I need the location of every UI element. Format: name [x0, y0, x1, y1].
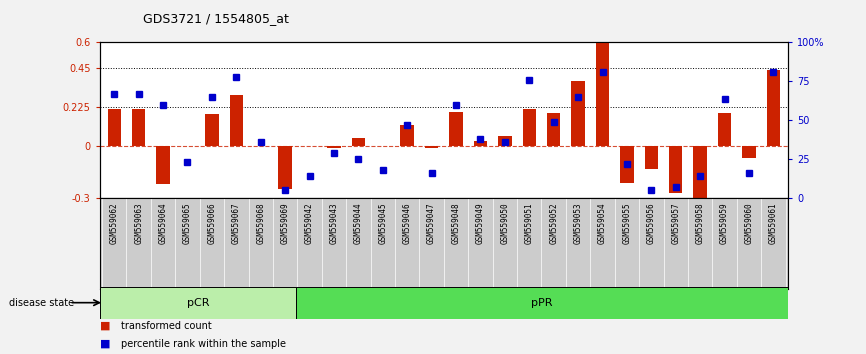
Bar [596, 42, 609, 146]
Text: GSM559054: GSM559054 [598, 203, 607, 244]
Bar [107, 109, 121, 146]
Text: GSM559069: GSM559069 [281, 203, 289, 244]
Bar [669, 146, 682, 193]
Bar [352, 138, 365, 146]
Text: GSM559059: GSM559059 [721, 203, 729, 244]
Text: GSM559057: GSM559057 [671, 203, 681, 244]
Text: GSM559046: GSM559046 [403, 203, 411, 244]
Bar [742, 146, 756, 159]
Text: percentile rank within the sample: percentile rank within the sample [121, 339, 287, 349]
Text: GSM559066: GSM559066 [207, 203, 216, 244]
Bar [449, 112, 462, 146]
Text: GSM559064: GSM559064 [158, 203, 167, 244]
Bar [400, 125, 414, 146]
Text: GSM559058: GSM559058 [695, 203, 705, 244]
Bar [205, 114, 218, 146]
Bar [694, 146, 707, 200]
Bar [498, 136, 512, 146]
Text: ■: ■ [100, 339, 110, 349]
Text: GSM559060: GSM559060 [745, 203, 753, 244]
Bar [327, 146, 340, 148]
Bar [296, 287, 788, 319]
Text: GSM559055: GSM559055 [623, 203, 631, 244]
Text: GSM559056: GSM559056 [647, 203, 656, 244]
Text: GSM559050: GSM559050 [501, 203, 509, 244]
Text: pPR: pPR [532, 298, 553, 308]
Bar [522, 109, 536, 146]
Text: GSM559068: GSM559068 [256, 203, 265, 244]
Text: pCR: pCR [187, 298, 210, 308]
Bar [620, 146, 634, 183]
Bar [572, 81, 585, 146]
Text: GSM559061: GSM559061 [769, 203, 778, 244]
Text: GSM559062: GSM559062 [110, 203, 119, 244]
Text: GSM559052: GSM559052 [549, 203, 559, 244]
Bar [157, 146, 170, 184]
Bar [718, 113, 731, 146]
Text: GSM559067: GSM559067 [232, 203, 241, 244]
Bar [132, 109, 145, 146]
Text: GSM559047: GSM559047 [427, 203, 436, 244]
Text: GSM559063: GSM559063 [134, 203, 143, 244]
Text: GSM559045: GSM559045 [378, 203, 387, 244]
Text: GDS3721 / 1554805_at: GDS3721 / 1554805_at [143, 12, 288, 25]
Text: transformed count: transformed count [121, 321, 212, 331]
Text: GSM559042: GSM559042 [305, 203, 314, 244]
Text: GSM559044: GSM559044 [354, 203, 363, 244]
Bar [766, 70, 780, 146]
Text: GSM559053: GSM559053 [573, 203, 583, 244]
Bar [229, 95, 243, 146]
Bar [644, 146, 658, 169]
Bar [474, 141, 488, 146]
Text: GSM559049: GSM559049 [476, 203, 485, 244]
Bar [547, 113, 560, 146]
Text: GSM559065: GSM559065 [183, 203, 192, 244]
Bar [279, 146, 292, 189]
Text: GSM559051: GSM559051 [525, 203, 533, 244]
Bar [100, 287, 296, 319]
Bar [425, 146, 438, 148]
Text: GSM559048: GSM559048 [451, 203, 461, 244]
Text: GSM559043: GSM559043 [329, 203, 339, 244]
Text: ■: ■ [100, 321, 110, 331]
Text: disease state: disease state [9, 298, 74, 308]
